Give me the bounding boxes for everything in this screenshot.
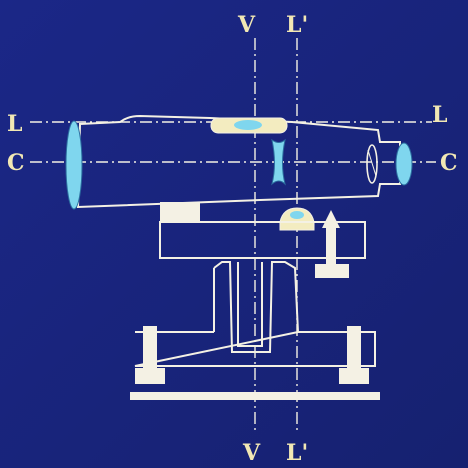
diaphragm-cross-hair	[366, 144, 378, 184]
foot-screw-right	[347, 326, 361, 370]
label-l-prime-bottom: L'	[286, 440, 308, 466]
label-l-prime-top: L'	[286, 12, 308, 38]
telescope	[76, 114, 401, 209]
foot-screw-left-base	[135, 368, 165, 384]
base-plate	[130, 392, 380, 400]
cross-hair-line	[367, 149, 377, 177]
screw-head	[315, 264, 349, 278]
foot-screw-right-base	[339, 368, 369, 384]
telescope-tube	[76, 114, 401, 209]
screw-shaft	[326, 228, 336, 266]
spindle-outline	[213, 261, 299, 353]
eyepiece-lens	[395, 142, 413, 186]
label-v-top: V	[237, 12, 256, 38]
label-c-right: C	[440, 150, 458, 176]
screw-tip	[322, 210, 340, 228]
objective-lens	[65, 120, 83, 210]
label-l-right: L	[432, 102, 447, 128]
label-l-left: L	[7, 111, 22, 137]
horizontal-frame	[159, 221, 366, 259]
vertical-spindle	[213, 261, 299, 353]
spindle-inner	[237, 262, 263, 347]
clamp-screw	[315, 210, 349, 278]
label-c-left: C	[7, 150, 25, 176]
foot-screw-left	[143, 326, 157, 370]
foot-screws	[135, 326, 369, 384]
telescope-support-block	[160, 202, 200, 222]
label-v-bottom: V	[242, 440, 261, 466]
circular-bubble	[290, 211, 304, 219]
focusing-lens	[271, 138, 286, 186]
level-frame	[159, 221, 366, 259]
level-bubble	[234, 120, 262, 130]
